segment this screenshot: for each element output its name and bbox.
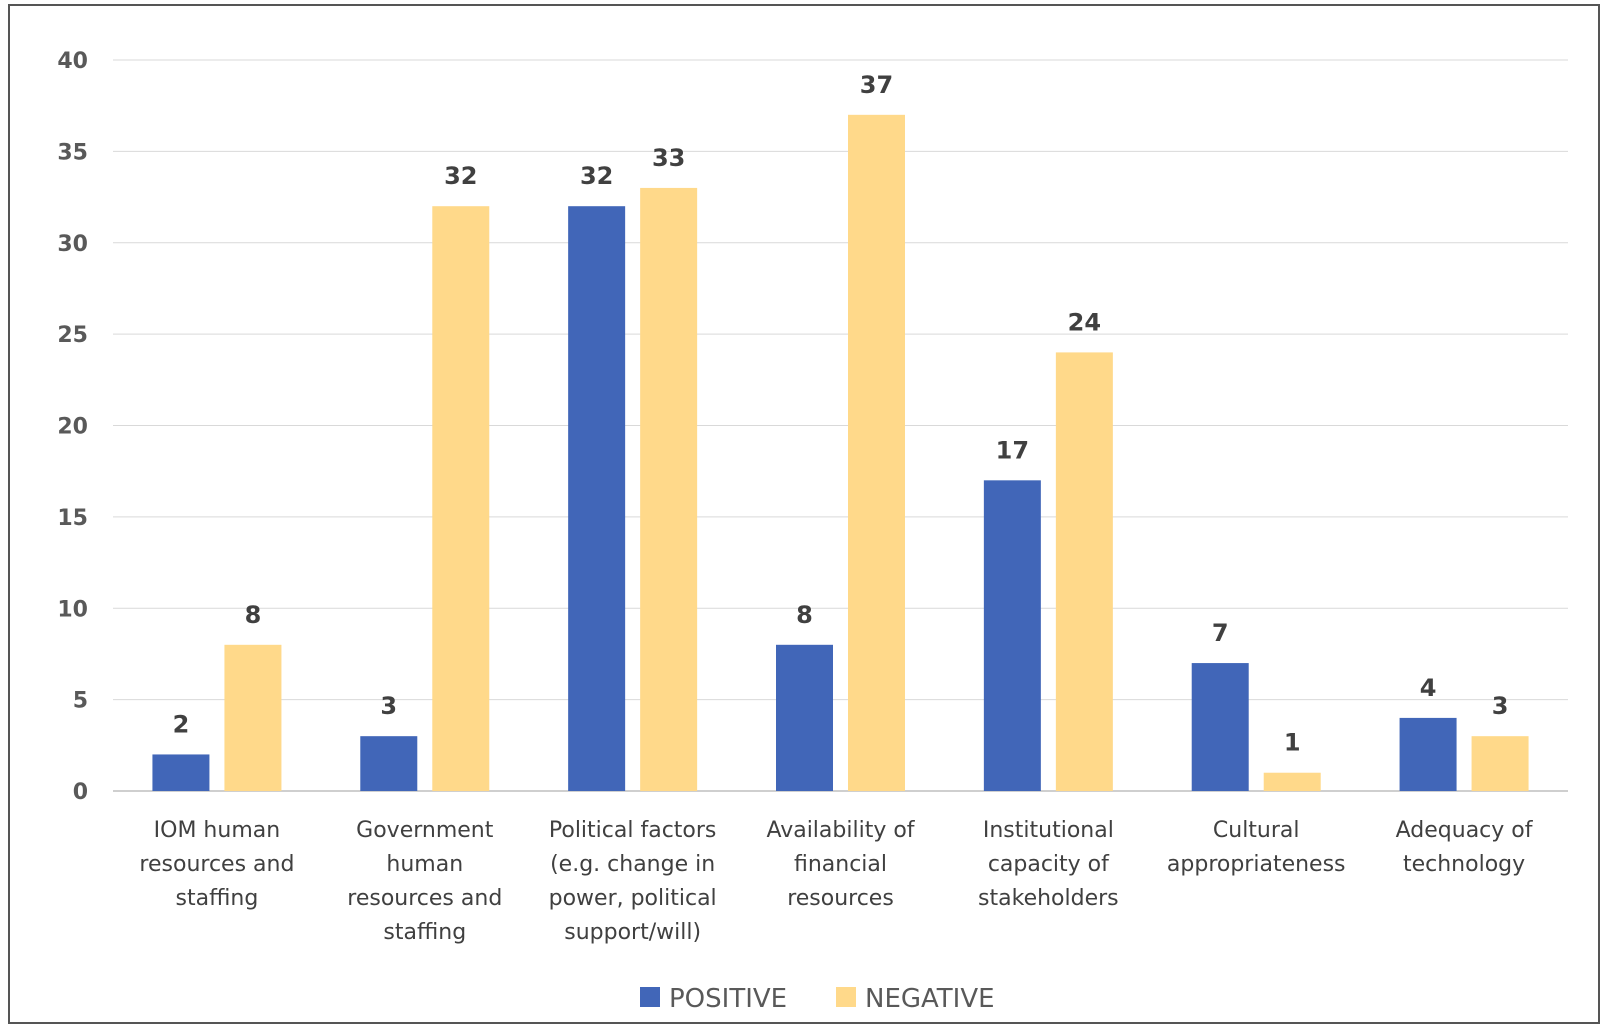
data-label: 8 [796,601,813,629]
data-label: 3 [380,692,397,720]
category-label: human [386,852,463,877]
category-label: appropriateness [1167,852,1346,877]
y-tick-label: 25 [57,323,88,348]
bar-negative [224,644,282,791]
legend-label-positive: POSITIVE [669,984,787,1014]
bar-negative [848,114,905,791]
data-label: 2 [173,710,190,738]
data-label: 4 [1420,674,1437,702]
bar-positive [568,206,626,791]
y-tick-label: 30 [57,232,88,257]
data-label: 37 [860,71,893,99]
category-label: Institutional [983,818,1114,843]
data-labels: 2 8 3 32 32 33 8 37 17 24 7 1 4 3 [173,71,1509,757]
bars [152,114,1529,792]
chart-frame [8,4,1600,1024]
data-label: 32 [444,162,477,190]
y-tick-label: 35 [57,140,88,165]
category-label: Government [356,818,494,843]
category-label: IOM human [154,818,281,843]
y-axis-ticks: 0 5 10 15 20 25 30 35 40 [57,49,88,805]
category-label: resources [787,886,894,911]
data-label: 17 [996,436,1029,464]
category-label: staffing [176,886,259,911]
bar-negative [1471,736,1529,791]
bar-positive [983,480,1041,791]
bar-negative [1263,772,1321,791]
category-label: financial [794,852,887,877]
data-label: 7 [1212,619,1229,647]
category-label: stakeholders [978,886,1119,911]
data-label: 32 [580,162,613,190]
bar-positive [1399,717,1457,791]
category-label: Availability of [766,818,915,843]
legend: POSITIVE NEGATIVE [640,984,995,1014]
category-label: technology [1403,852,1525,877]
category-label: resources and [139,852,294,877]
category-label: capacity of [988,852,1110,877]
data-label: 3 [1492,692,1509,720]
y-tick-label: 5 [73,689,88,714]
legend-label-negative: NEGATIVE [865,984,995,1014]
legend-swatch-positive [640,987,660,1007]
bar-positive [776,644,833,791]
bar-negative [640,187,698,792]
data-label: 8 [245,601,262,629]
y-tick-label: 0 [73,780,88,805]
data-label: 24 [1068,308,1101,336]
data-label: 33 [652,144,685,172]
legend-swatch-negative [836,987,856,1007]
y-tick-label: 40 [57,49,88,74]
category-label: resources and [347,886,502,911]
bar-negative [432,206,490,791]
bar-positive [1191,663,1249,791]
y-tick-label: 15 [57,506,88,531]
y-tick-label: 20 [57,415,88,440]
category-label: staffing [383,920,466,945]
category-label: Cultural [1213,818,1300,843]
gridlines [113,59,1568,792]
category-label: Adequacy of [1396,818,1534,843]
category-label: support/will) [564,920,701,945]
data-label: 1 [1284,729,1301,757]
bar-positive [360,736,418,791]
category-label: power, political [549,886,717,911]
bar-negative [1055,352,1113,791]
category-label: (e.g. change in [550,852,715,877]
y-tick-label: 10 [57,597,88,622]
category-label: Political factors [549,818,717,843]
bar-positive [152,754,210,791]
x-axis-categories: IOM human resources and staffing Government… [139,818,1533,945]
